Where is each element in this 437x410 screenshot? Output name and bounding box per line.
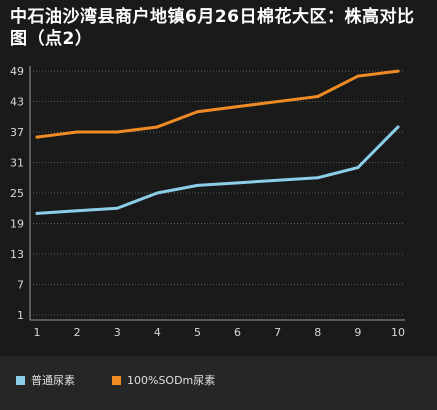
x-tick-label: 10 [391,326,405,339]
x-tick-label: 2 [74,326,81,339]
series-1-point [195,183,199,187]
y-tick-label: 7 [17,278,24,291]
legend-swatch-series-1 [16,375,25,385]
x-tick-label: 4 [154,326,161,339]
series-2-point [316,94,320,98]
y-tick-label: 31 [10,157,24,170]
y-tick-label: 13 [10,248,24,261]
series-1-point [276,178,280,182]
y-tick-label: 25 [10,187,24,200]
series-1-point [75,209,79,213]
series-2-point [356,74,360,78]
series-1-point [356,166,360,170]
y-tick-label: 19 [10,217,24,230]
series-1-point [236,181,240,185]
series-1-point [396,125,400,129]
y-tick-label: 37 [10,126,24,139]
series-2-point [396,69,400,73]
series-2-point [35,135,39,139]
x-tick-label: 8 [314,326,321,339]
series-1-point [115,206,119,210]
y-tick-label: 49 [10,65,24,78]
series-1-point [155,191,159,195]
series-line-1 [35,125,400,215]
series-2-point [115,130,119,134]
x-tick-label: 1 [34,326,41,339]
y-tick-label: 1 [17,309,24,322]
x-tick-label: 7 [274,326,281,339]
x-tick-label: 9 [354,326,361,339]
series-1-point [35,211,39,215]
legend-swatch-series-2 [112,375,121,385]
x-tick-label: 6 [234,326,241,339]
series-2-point [276,100,280,104]
series-2-point [155,125,159,129]
series-2-point [75,130,79,134]
x-tick-label: 3 [114,326,121,339]
legend-label-series-1: 普通尿素 [31,374,75,387]
legend-label-series-2: 100%SODm尿素 [127,374,216,387]
y-tick-label: 43 [10,96,24,109]
series-line-2 [35,69,400,139]
x-tick-label: 5 [194,326,201,339]
chart-title: 中石油沙湾县商户地镇6月26日棉花大区：株高对比图（点2） [10,7,415,49]
series-1-point [316,176,320,180]
legend-item-series-2: 100%SODm尿素 [112,373,215,387]
series-2-point [195,110,199,114]
legend-item-series-1: 普通尿素 [16,373,75,387]
series-2-point [236,105,240,109]
legend: 普通尿素 100%SODm尿素 [0,356,437,410]
